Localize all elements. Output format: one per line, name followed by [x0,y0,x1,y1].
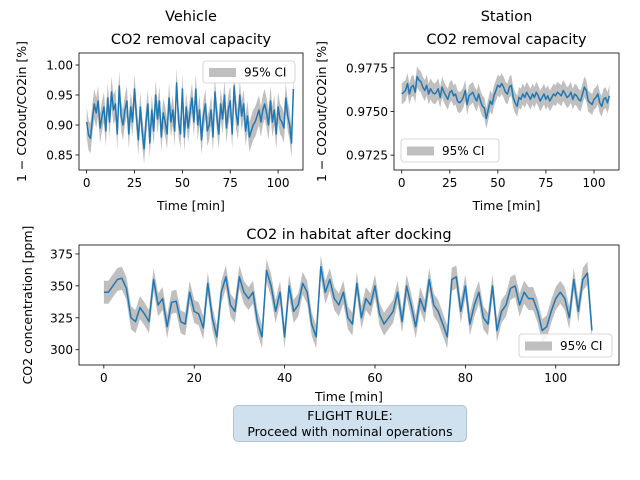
x-tick-label: 25 [442,176,457,190]
x-tick-label: 100 [583,176,606,190]
x-tick-label: 25 [127,176,142,190]
ci-band [401,66,610,129]
y-tick-label: 0.9775 [346,61,388,75]
y-tick-label: 375 [50,247,73,261]
x-axis-label: Time [min] [314,389,383,404]
legend-box [518,333,613,358]
chart-title: CO2 removal capacity [111,32,272,48]
y-tick-label: 0.90 [46,119,73,133]
y-tick-label: 325 [50,311,73,325]
y-tick-label: 300 [50,343,73,357]
y-tick-label: 0.95 [46,89,73,103]
legend-label: 95% CI [442,144,484,158]
x-tick-label: 0 [398,176,406,190]
legend-label: 95% CI [560,339,602,353]
x-tick-label: 0 [83,176,91,190]
x-tick-label: 0 [100,371,108,385]
chart-title: Vehicle [165,9,217,25]
x-tick-label: 60 [367,371,382,385]
y-axis-label: 1 − CO2out/CO2in [%] [14,41,29,182]
flight-rule-box: FLIGHT RULE: Proceed with nominal operat… [233,405,467,442]
x-tick-label: 50 [175,176,190,190]
x-tick-label: 75 [223,176,238,190]
y-axis-label: 1 − CO2out/CO2in [%] [314,41,329,182]
y-tick-label: 0.9725 [346,149,388,163]
flight-rule-heading: FLIGHT RULE: [307,408,393,423]
x-tick-label: 40 [277,371,292,385]
legend-swatch [209,68,236,77]
x-tick-label: 100 [267,176,290,190]
y-tick-label: 0.85 [46,149,73,163]
legend-swatch [525,341,552,351]
habitat-panel: 0 20 40 60 80 100 300 325 350 375 Time [min] CO2 co… [20,226,620,404]
x-tick-label: 50 [490,176,505,190]
x-axis-label: Time [min] [156,198,225,213]
y-tick-label: 350 [50,279,73,293]
chart-title: CO2 removal capacity [426,32,587,48]
axes-frame [78,52,304,171]
station-panel: 0 25 50 75 100 0.9725 0.9750 0.9775 Time [min] 1 … [314,9,620,213]
x-tick-label: 20 [187,371,202,385]
legend-box [400,138,500,163]
x-axis-label: Time [min] [472,198,541,213]
y-tick-label: 1.00 [46,59,73,73]
x-tick-label: 100 [544,371,567,385]
legend-swatch [407,146,434,156]
legend-box [202,60,296,84]
x-tick-label: 80 [458,371,473,385]
series-line [103,265,593,338]
vehicle-panel: 0 25 50 75 100 0.85 0.90 0.95 1.00 Time [min] 1 − … [14,9,304,213]
series-line [85,82,295,150]
y-tick-label: 0.9750 [346,105,388,119]
legend-label: 95% CI [244,66,286,80]
chart-title: Station [481,9,533,25]
flight-rule-text: Proceed with nominal operations [247,424,453,439]
axes-frame [78,244,620,366]
y-axis-label: CO2 concentration [ppm] [20,226,35,385]
series-line [401,75,611,120]
x-tick-label: 75 [538,176,553,190]
chart-title: CO2 in habitat after docking [246,227,451,243]
